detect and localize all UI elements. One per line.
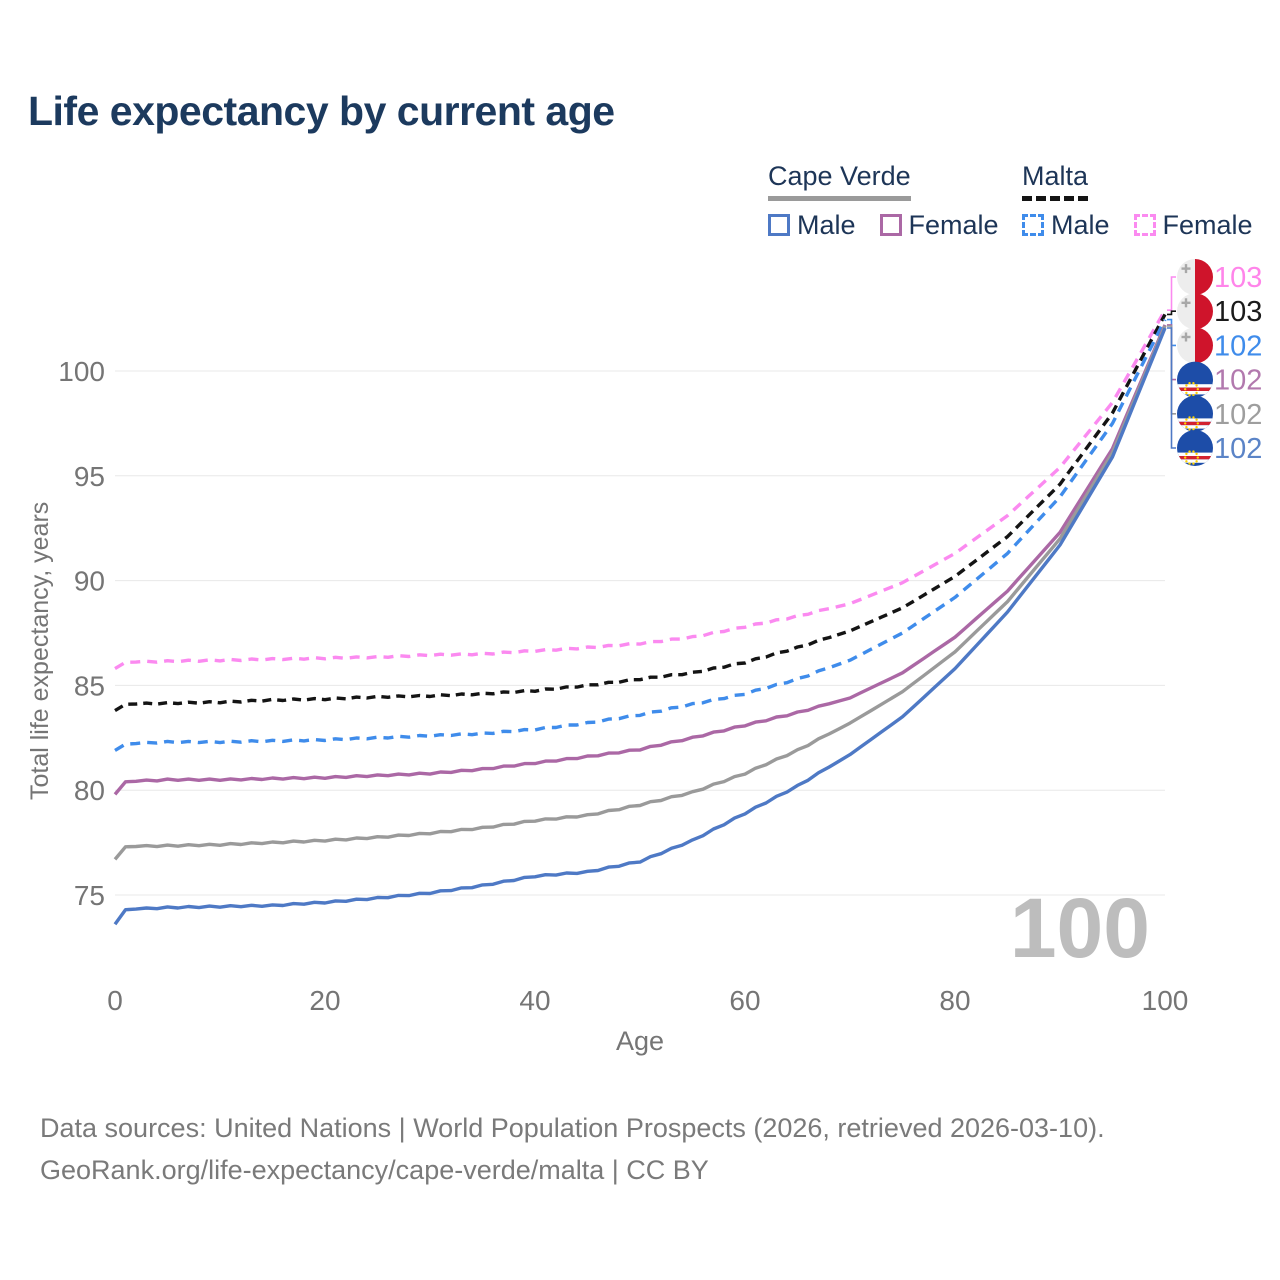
legend-group-cape-verde: Cape Verde Male Female (768, 161, 999, 241)
endpoint-label-cape-verde-female: 102 (1214, 365, 1262, 397)
footer: Data sources: United Nations | World Pop… (40, 1108, 1105, 1192)
leader-line-malta-female (1167, 276, 1176, 311)
endpoint-label-cape-verde-male: 102 (1214, 433, 1262, 465)
cape-verde-female-swatch-icon (879, 214, 902, 237)
legend-item-malta-male[interactable]: Male (1022, 210, 1110, 241)
y-tick-label: 95 (74, 461, 105, 492)
x-tick-label: 40 (519, 985, 550, 1016)
x-tick-label: 20 (309, 985, 340, 1016)
y-tick-label: 100 (58, 356, 105, 387)
x-tick-label: 60 (729, 985, 760, 1016)
y-tick-label: 75 (74, 880, 105, 911)
legend-item-cape-verde-female[interactable]: Female (879, 209, 999, 241)
flag-cape-verde-icon (1177, 430, 1213, 466)
legend-item-cape-verde-male[interactable]: Male (768, 210, 856, 241)
y-tick-label: 80 (74, 775, 105, 806)
x-axis-title: Age (615, 1026, 665, 1056)
chart-title: Life expectancy by current age (28, 88, 615, 134)
flag-cape-verde-icon (1177, 395, 1213, 432)
age-watermark: 100 (1010, 881, 1150, 975)
legend-group-title-malta: Malta (1022, 161, 1089, 191)
legend-item-label: Male (797, 209, 856, 240)
endpoint-label-malta-male: 102 (1214, 330, 1262, 362)
y-tick-label: 90 (74, 566, 105, 597)
line-cape-verde-male (113, 327, 1167, 926)
y-axis-title: Total life expectancy, years (26, 501, 54, 800)
footer-sources: Data sources: United Nations | World Pop… (40, 1113, 1105, 1143)
endpoint-label-malta-female: 103 (1214, 262, 1262, 294)
leader-line-cape-verde-male (1167, 327, 1176, 449)
line-malta-total (114, 313, 1167, 713)
malta-male-swatch-icon (1022, 214, 1044, 237)
line-cape-verde-female (113, 324, 1167, 796)
legend-item-label: Male (1051, 209, 1110, 240)
flag-cape-verde-icon (1177, 361, 1213, 398)
footer-attribution: GeoRank.org/life-expectancy/cape-verde/m… (40, 1154, 709, 1185)
legend-group-malta: Malta Male Female (1022, 161, 1253, 241)
legend-item-malta-female[interactable]: Female (1133, 209, 1253, 241)
legend-item-label: Female (1162, 209, 1253, 240)
x-tick-label: 100 (1142, 985, 1189, 1016)
flag-malta-icon (1177, 259, 1213, 295)
flag-malta-icon (1177, 327, 1213, 364)
line-malta-male (114, 318, 1167, 752)
cape-verde-male-swatch-icon (768, 214, 790, 237)
endpoint-label-malta-total: 103 (1214, 296, 1262, 328)
endpoint-label-cape-verde-total: 102 (1214, 399, 1262, 431)
malta-underline (1022, 195, 1089, 201)
x-tick-label: 0 (107, 985, 123, 1016)
x-tick-label: 80 (939, 985, 970, 1016)
malta-female-swatch-icon (1133, 214, 1156, 237)
leader-line-malta-total (1167, 310, 1176, 316)
legend-group-title-cape-verde: Cape Verde (768, 161, 911, 191)
legend-item-label: Female (908, 209, 999, 240)
line-cape-verde-total (113, 325, 1167, 861)
flag-malta-icon (1177, 293, 1213, 330)
y-tick-label: 85 (74, 670, 105, 701)
line-malta-female (114, 309, 1167, 671)
cape-verde-underline (768, 195, 911, 201)
